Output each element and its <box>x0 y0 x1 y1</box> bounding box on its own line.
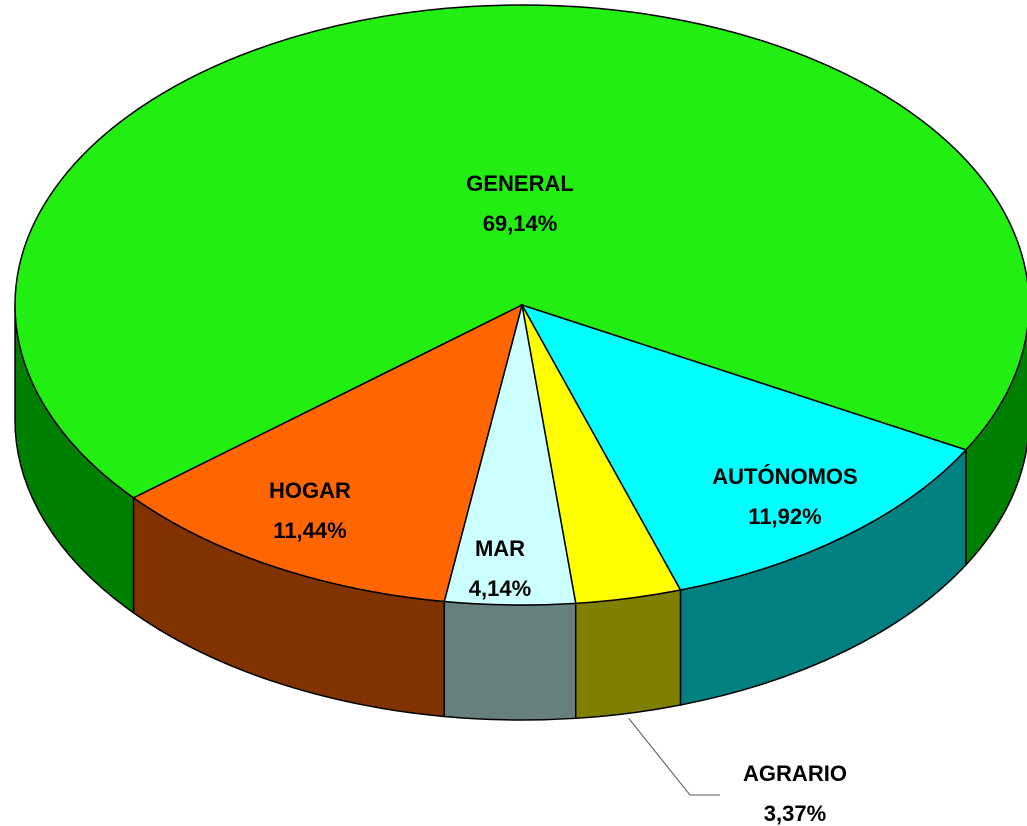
slice-label: AUTÓNOMOS <box>712 464 857 489</box>
slice-label: HOGAR <box>269 478 351 503</box>
slice <box>132 303 524 603</box>
tops <box>14 4 1027 606</box>
slice-label: AGRARIO <box>743 761 847 786</box>
slice-value-label: 69,14% <box>483 211 558 236</box>
leader-line <box>628 717 720 796</box>
slice-label: GENERAL <box>466 171 574 196</box>
slice-side <box>443 600 577 721</box>
slice <box>520 303 968 591</box>
slice-value-label: 11,44% <box>273 518 346 543</box>
slice <box>14 4 1027 499</box>
labels: GENERAL 69,14% AUTÓNOMOS 11,92% AGRARIO 3,37%… <box>269 171 858 826</box>
slice-value-label: 11,92% <box>748 504 821 529</box>
slice-side <box>574 589 682 720</box>
slice-value-label: 4,14% <box>469 576 531 601</box>
slice-label: MAR <box>475 536 525 561</box>
slice-value-label: 3,37% <box>764 801 826 826</box>
sides <box>14 304 1027 721</box>
